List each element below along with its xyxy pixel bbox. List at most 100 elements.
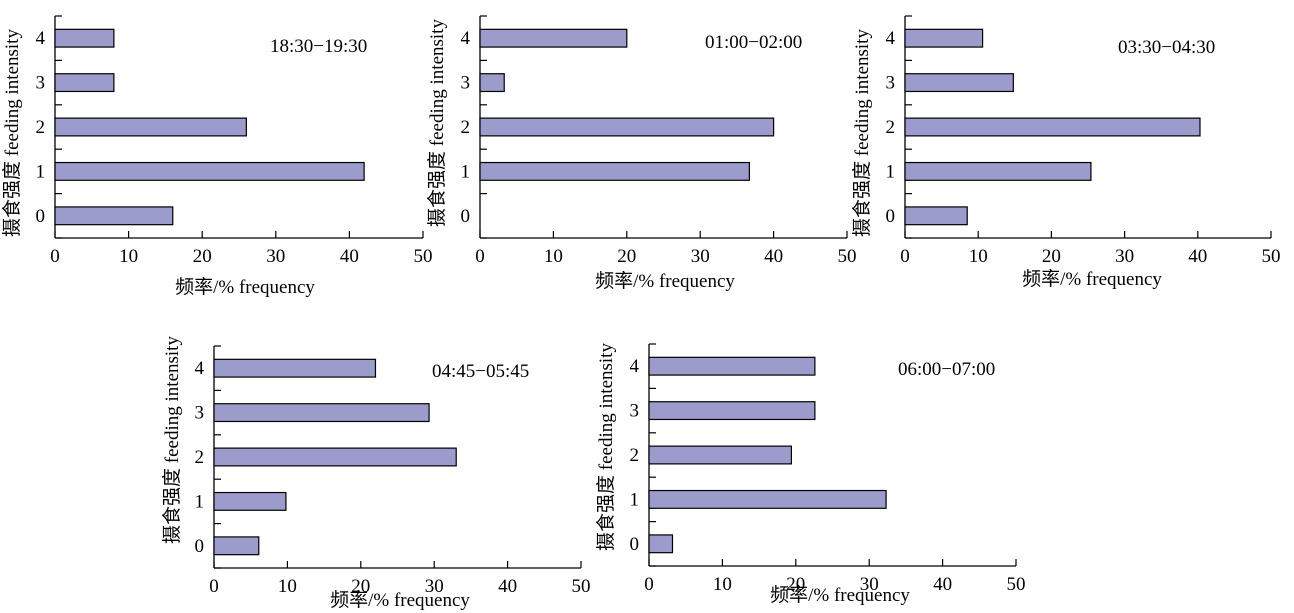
bar-intensity-0 [904, 206, 968, 226]
y-tick-label: 3 [886, 73, 896, 94]
bar-intensity-3 [904, 73, 1014, 93]
x-tick-label: 10 [969, 246, 988, 267]
y-axis-label: 摄食强度 feeding intensity [595, 343, 617, 551]
y-tick-label: 0 [36, 206, 46, 227]
x-tick-label: 30 [266, 246, 285, 267]
x-tick-label: 40 [498, 576, 517, 597]
x-tick-label: 50 [838, 246, 857, 267]
y-axis-label: 摄食强度 feeding intensity [1, 29, 23, 237]
y-tick-label: 1 [36, 161, 46, 182]
bar-intensity-1 [904, 161, 1092, 181]
y-tick-label: 0 [461, 206, 471, 227]
x-tick-label: 20 [193, 246, 212, 267]
bar-intensity-3 [213, 403, 430, 423]
x-tick-label: 20 [1042, 246, 1061, 267]
x-tick-label: 20 [786, 574, 805, 595]
bar-intensity-1 [648, 489, 887, 509]
bar-intensity-1 [213, 491, 287, 511]
x-tick-label: 0 [209, 576, 219, 597]
bar-intensity-3 [648, 401, 816, 421]
y-tick-label: 2 [36, 117, 46, 138]
y-tick-label: 4 [630, 356, 640, 377]
y-tick-label: 3 [630, 401, 640, 422]
y-tick-label: 1 [630, 489, 640, 510]
y-tick-label: 0 [630, 534, 640, 555]
bar-intensity-2 [648, 445, 792, 465]
x-tick-label: 0 [900, 246, 910, 267]
y-tick-label: 3 [36, 73, 46, 94]
bar-intensity-2 [54, 117, 247, 137]
time-window-label: 06:00−07:00 [898, 359, 995, 380]
y-tick-label: 4 [36, 28, 46, 49]
y-axis-label: 摄食强度 feeding intensity [851, 29, 873, 237]
x-axis-label: 频率/% frequency [330, 589, 470, 611]
x-tick-label: 0 [50, 246, 60, 267]
time-window-label: 04:45−05:45 [432, 361, 529, 382]
x-tick-label: 0 [644, 574, 654, 595]
y-tick-label: 4 [195, 358, 205, 379]
y-tick-label: 1 [461, 161, 471, 182]
x-tick-label: 50 [1007, 574, 1026, 595]
x-tick-label: 10 [713, 574, 732, 595]
x-tick-label: 10 [544, 246, 563, 267]
bar-intensity-0 [648, 534, 674, 554]
x-tick-label: 40 [340, 246, 359, 267]
x-tick-label: 40 [764, 246, 783, 267]
y-tick-label: 3 [461, 73, 471, 94]
x-tick-label: 40 [1188, 246, 1207, 267]
y-tick-label: 0 [886, 206, 896, 227]
x-axis-label: 频率/% frequency [1022, 268, 1162, 290]
y-axis-label: 摄食强度 feeding intensity [426, 19, 448, 227]
x-axis-label: 频率/% frequency [595, 270, 735, 292]
x-tick-label: 40 [933, 574, 952, 595]
time-window-label: 03:30−04:30 [1118, 37, 1215, 58]
x-tick-label: 0 [475, 246, 485, 267]
y-tick-label: 2 [630, 445, 640, 466]
bar-intensity-2 [479, 117, 775, 137]
x-tick-label: 30 [691, 246, 710, 267]
y-axis-label: 摄食强度 feeding intensity [161, 336, 183, 544]
bar-intensity-4 [479, 28, 628, 48]
x-tick-label: 10 [119, 246, 138, 267]
x-tick-label: 10 [278, 576, 297, 597]
bar-intensity-1 [479, 161, 750, 181]
x-tick-label: 50 [572, 576, 591, 597]
y-tick-label: 2 [461, 117, 471, 138]
x-tick-label: 30 [860, 574, 879, 595]
x-tick-label: 50 [414, 246, 433, 267]
bar-intensity-4 [213, 358, 377, 378]
bar-intensity-4 [904, 28, 984, 48]
y-tick-label: 4 [886, 28, 896, 49]
y-tick-label: 1 [886, 161, 896, 182]
x-tick-label: 30 [425, 576, 444, 597]
bar-intensity-4 [54, 28, 115, 48]
x-tick-label: 20 [351, 576, 370, 597]
x-axis-label: 频率/% frequency [770, 584, 910, 606]
y-tick-label: 1 [195, 491, 205, 512]
bar-intensity-1 [54, 161, 365, 181]
y-tick-label: 2 [195, 447, 205, 468]
bar-intensity-2 [213, 447, 457, 467]
bar-intensity-2 [904, 117, 1201, 137]
y-tick-label: 3 [195, 403, 205, 424]
y-tick-label: 4 [461, 28, 471, 49]
x-tick-label: 20 [617, 246, 636, 267]
time-window-label: 01:00−02:00 [705, 32, 802, 53]
time-window-label: 18:30−19:30 [270, 36, 367, 57]
y-tick-label: 2 [886, 117, 896, 138]
y-tick-label: 0 [195, 536, 205, 557]
x-tick-label: 30 [1115, 246, 1134, 267]
bar-intensity-3 [479, 73, 505, 93]
bar-intensity-4 [648, 356, 816, 376]
x-tick-label: 50 [1262, 246, 1281, 267]
x-axis-label: 频率/% frequency [175, 276, 315, 298]
bar-intensity-3 [54, 73, 115, 93]
bar-intensity-0 [54, 206, 174, 226]
bar-intensity-0 [213, 536, 260, 556]
